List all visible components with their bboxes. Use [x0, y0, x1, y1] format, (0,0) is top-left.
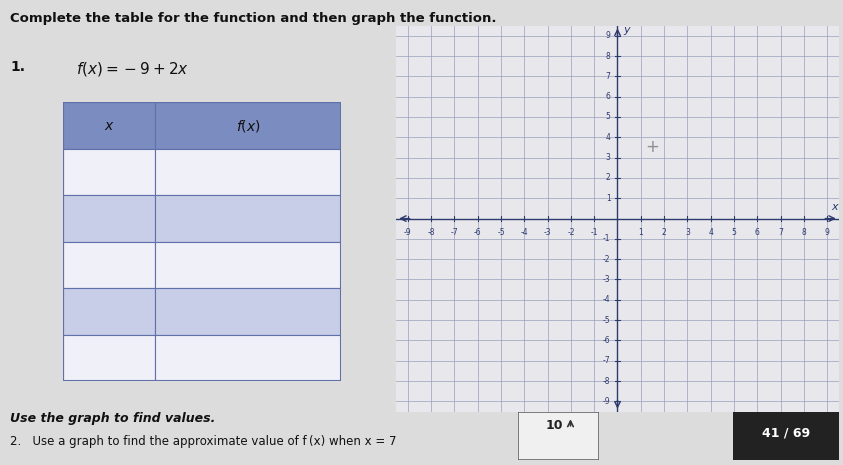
Bar [155, 335, 341, 381]
Text: y: y [623, 25, 630, 34]
Text: -4: -4 [520, 228, 528, 237]
Text: -3: -3 [603, 275, 610, 284]
Text: 9: 9 [605, 31, 610, 40]
Text: -5: -5 [497, 228, 505, 237]
Bar [63, 195, 155, 242]
Text: 8: 8 [606, 52, 610, 60]
Text: -8: -8 [603, 377, 610, 385]
Bar [63, 335, 155, 381]
Text: -2: -2 [603, 255, 610, 264]
Text: 8: 8 [802, 228, 806, 237]
Text: Complete the table for the function and then graph the function.: Complete the table for the function and … [10, 12, 497, 25]
Text: -2: -2 [567, 228, 575, 237]
Bar [63, 288, 155, 335]
Text: 5: 5 [605, 113, 610, 121]
Bar [155, 149, 341, 195]
Text: 1.: 1. [10, 60, 25, 74]
Text: Use the graph to find values.: Use the graph to find values. [10, 412, 216, 425]
Text: +: + [646, 139, 659, 156]
Bar [155, 195, 341, 242]
Text: -3: -3 [544, 228, 551, 237]
Text: -4: -4 [603, 295, 610, 304]
Text: 6: 6 [605, 92, 610, 101]
Text: -6: -6 [474, 228, 481, 237]
Text: 7: 7 [778, 228, 783, 237]
Bar [63, 149, 155, 195]
Bar [155, 242, 341, 288]
Text: 1: 1 [638, 228, 643, 237]
Text: -5: -5 [603, 316, 610, 325]
Text: 4: 4 [605, 133, 610, 142]
Text: -9: -9 [404, 228, 411, 237]
Text: -1: -1 [603, 234, 610, 243]
Text: -7: -7 [603, 356, 610, 365]
Bar [63, 102, 155, 149]
Text: 6: 6 [754, 228, 760, 237]
Text: 10: 10 [545, 418, 563, 432]
Text: 3: 3 [685, 228, 690, 237]
Text: 2: 2 [662, 228, 667, 237]
Text: $f(x)$: $f(x)$ [236, 118, 260, 133]
Text: -7: -7 [451, 228, 459, 237]
Bar [63, 242, 155, 288]
Text: 7: 7 [605, 72, 610, 81]
Text: -6: -6 [603, 336, 610, 345]
Text: 2.   Use a graph to find the approximate value of f (x) when x = 7: 2. Use a graph to find the approximate v… [10, 435, 396, 448]
Bar [155, 102, 341, 149]
Text: 9: 9 [824, 228, 830, 237]
Text: -9: -9 [603, 397, 610, 406]
Text: 5: 5 [732, 228, 737, 237]
Text: 1: 1 [606, 194, 610, 203]
Text: x: x [831, 202, 837, 213]
Text: 41 / 69: 41 / 69 [762, 427, 810, 440]
Text: $f(x) = -9 + 2x$: $f(x) = -9 + 2x$ [76, 60, 189, 79]
Text: $x$: $x$ [104, 119, 115, 133]
Text: 3: 3 [605, 153, 610, 162]
Text: -8: -8 [427, 228, 435, 237]
Text: -1: -1 [590, 228, 598, 237]
Text: 4: 4 [708, 228, 713, 237]
Bar [155, 288, 341, 335]
Text: 2: 2 [606, 173, 610, 182]
